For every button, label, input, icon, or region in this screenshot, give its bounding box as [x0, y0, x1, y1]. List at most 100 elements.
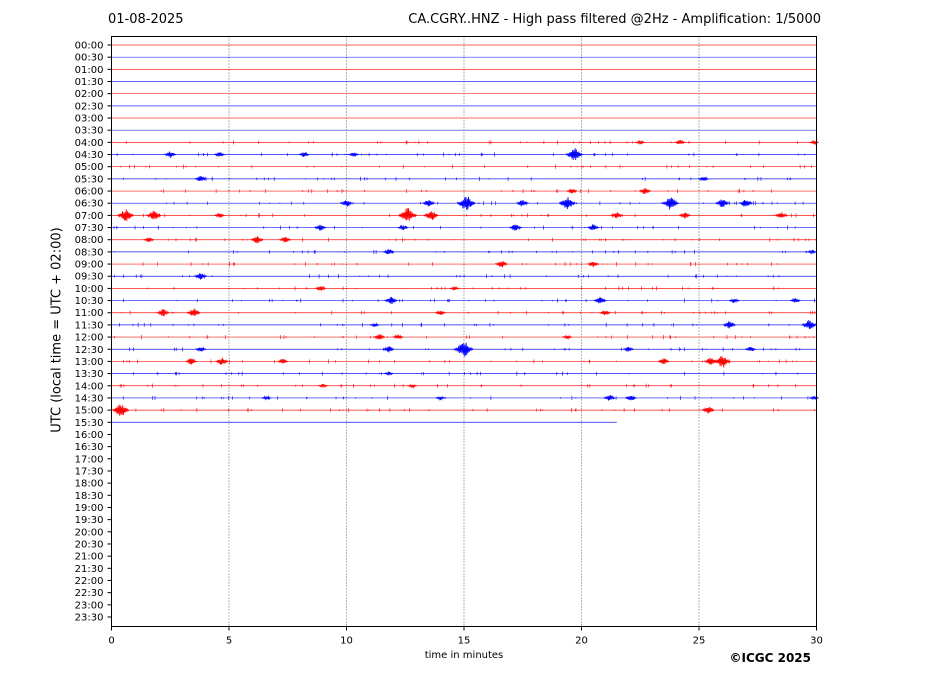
seismic-event — [146, 210, 162, 220]
y-tick-label: 18:00 — [75, 479, 104, 490]
trace-noise — [114, 334, 814, 340]
seismic-event — [610, 212, 623, 219]
seismic-event — [625, 395, 637, 401]
seismic-event — [383, 370, 394, 376]
seismic-event — [398, 208, 417, 221]
y-tick-label: 18:30 — [75, 491, 104, 502]
seismic-event — [495, 261, 508, 268]
seismic-event — [702, 407, 715, 414]
seismic-event — [112, 404, 130, 416]
seismic-event — [215, 357, 229, 365]
seismic-event — [599, 310, 611, 316]
x-axis-ticks: 0 5 10 15 20 25 30 — [108, 626, 823, 647]
y-tick-label: 15:30 — [75, 418, 104, 429]
y-tick-label: 19:00 — [75, 503, 104, 514]
y-tick-label: 03:30 — [75, 126, 104, 137]
trace-noise — [121, 310, 816, 315]
seismic-event — [587, 261, 600, 268]
seismic-event — [454, 342, 474, 357]
seismic-event — [566, 188, 578, 194]
y-tick-label: 07:30 — [75, 223, 104, 234]
y-tick-label: 02:30 — [75, 101, 104, 112]
trace-noise — [119, 383, 797, 388]
seismic-event — [392, 334, 404, 340]
seismic-event — [382, 346, 395, 353]
seismic-event — [407, 383, 417, 389]
y-tick-label: 13:00 — [75, 357, 104, 368]
seismic-event — [790, 297, 801, 303]
seismic-event — [369, 322, 380, 327]
y-tick-label: 03:00 — [75, 114, 104, 125]
seismic-event — [809, 395, 819, 401]
y-tick-label: 06:30 — [75, 199, 104, 210]
seismic-event — [373, 333, 386, 340]
seismic-event — [214, 213, 225, 218]
seismic-event — [745, 346, 756, 352]
y-tick-label: 13:30 — [75, 369, 104, 380]
y-tick-label: 10:30 — [75, 296, 104, 307]
date-label: 01-08-2025 — [108, 12, 184, 27]
y-tick-label: 17:30 — [75, 466, 104, 477]
y-tick-label: 00:30 — [75, 53, 104, 64]
y-tick-label: 05:30 — [75, 174, 104, 185]
seismic-event — [509, 224, 522, 231]
seismic-event — [723, 321, 736, 329]
seismic-event — [143, 237, 155, 242]
seismic-event — [214, 152, 225, 157]
y-tick-label: 23:00 — [75, 600, 104, 611]
seismic-event — [422, 200, 436, 207]
y-tick-label: 09:30 — [75, 272, 104, 283]
seismic-event — [679, 212, 691, 219]
y-tick-label: 04:00 — [75, 138, 104, 149]
y-tick-label: 14:30 — [75, 393, 104, 404]
seismic-event — [802, 319, 817, 330]
trace-noise — [123, 298, 815, 303]
seismic-event — [435, 310, 446, 316]
y-tick-label: 07:00 — [75, 211, 104, 222]
trace-noise — [135, 408, 815, 413]
seismic-event — [194, 273, 208, 280]
chart-title: CA.CGRY..HNZ - High pass filtered @2Hz -… — [408, 12, 821, 27]
seismic-event — [384, 296, 398, 305]
seismic-event — [435, 396, 446, 401]
y-tick-label: 16:30 — [75, 442, 104, 453]
trace-baselines — [111, 44, 817, 423]
y-tick-label: 23:30 — [75, 612, 104, 623]
seismic-event — [186, 308, 201, 317]
x-tick-label: 5 — [226, 636, 232, 647]
seismic-event — [348, 152, 359, 157]
seismic-event — [277, 358, 289, 364]
y-tick-label: 22:30 — [75, 588, 104, 599]
y-tick-label: 06:00 — [75, 187, 104, 198]
trace-noise — [168, 237, 817, 242]
y-tick-label: 00:00 — [75, 41, 104, 52]
seismic-event — [639, 188, 651, 194]
y-tick-label: 21:30 — [75, 564, 104, 575]
copyright-label: ©ICGC 2025 — [729, 651, 811, 665]
vertical-gridlines — [228, 36, 700, 627]
seismic-event — [194, 175, 207, 181]
seismic-event — [603, 394, 616, 401]
trace-noise — [113, 225, 796, 230]
seismic-event — [806, 249, 817, 255]
y-tick-label: 01:30 — [75, 77, 104, 88]
trace-noise — [116, 152, 806, 157]
y-tick-label: 17:00 — [75, 454, 104, 465]
seismic-event — [449, 286, 460, 292]
seismic-event — [775, 212, 788, 218]
x-tick-label: 25 — [693, 636, 706, 647]
y-tick-label: 12:00 — [75, 333, 104, 344]
trace-noise — [114, 274, 780, 279]
seismic-event — [587, 224, 600, 231]
seismic-event — [566, 148, 583, 161]
y-tick-label: 16:00 — [75, 430, 104, 441]
seismic-event — [714, 356, 731, 368]
seismic-event — [674, 139, 686, 145]
y-tick-label: 11:30 — [75, 320, 104, 331]
seismic-event — [698, 176, 709, 182]
seismic-event — [635, 139, 645, 146]
trace-noise — [160, 188, 772, 194]
y-tick-label: 12:30 — [75, 345, 104, 356]
